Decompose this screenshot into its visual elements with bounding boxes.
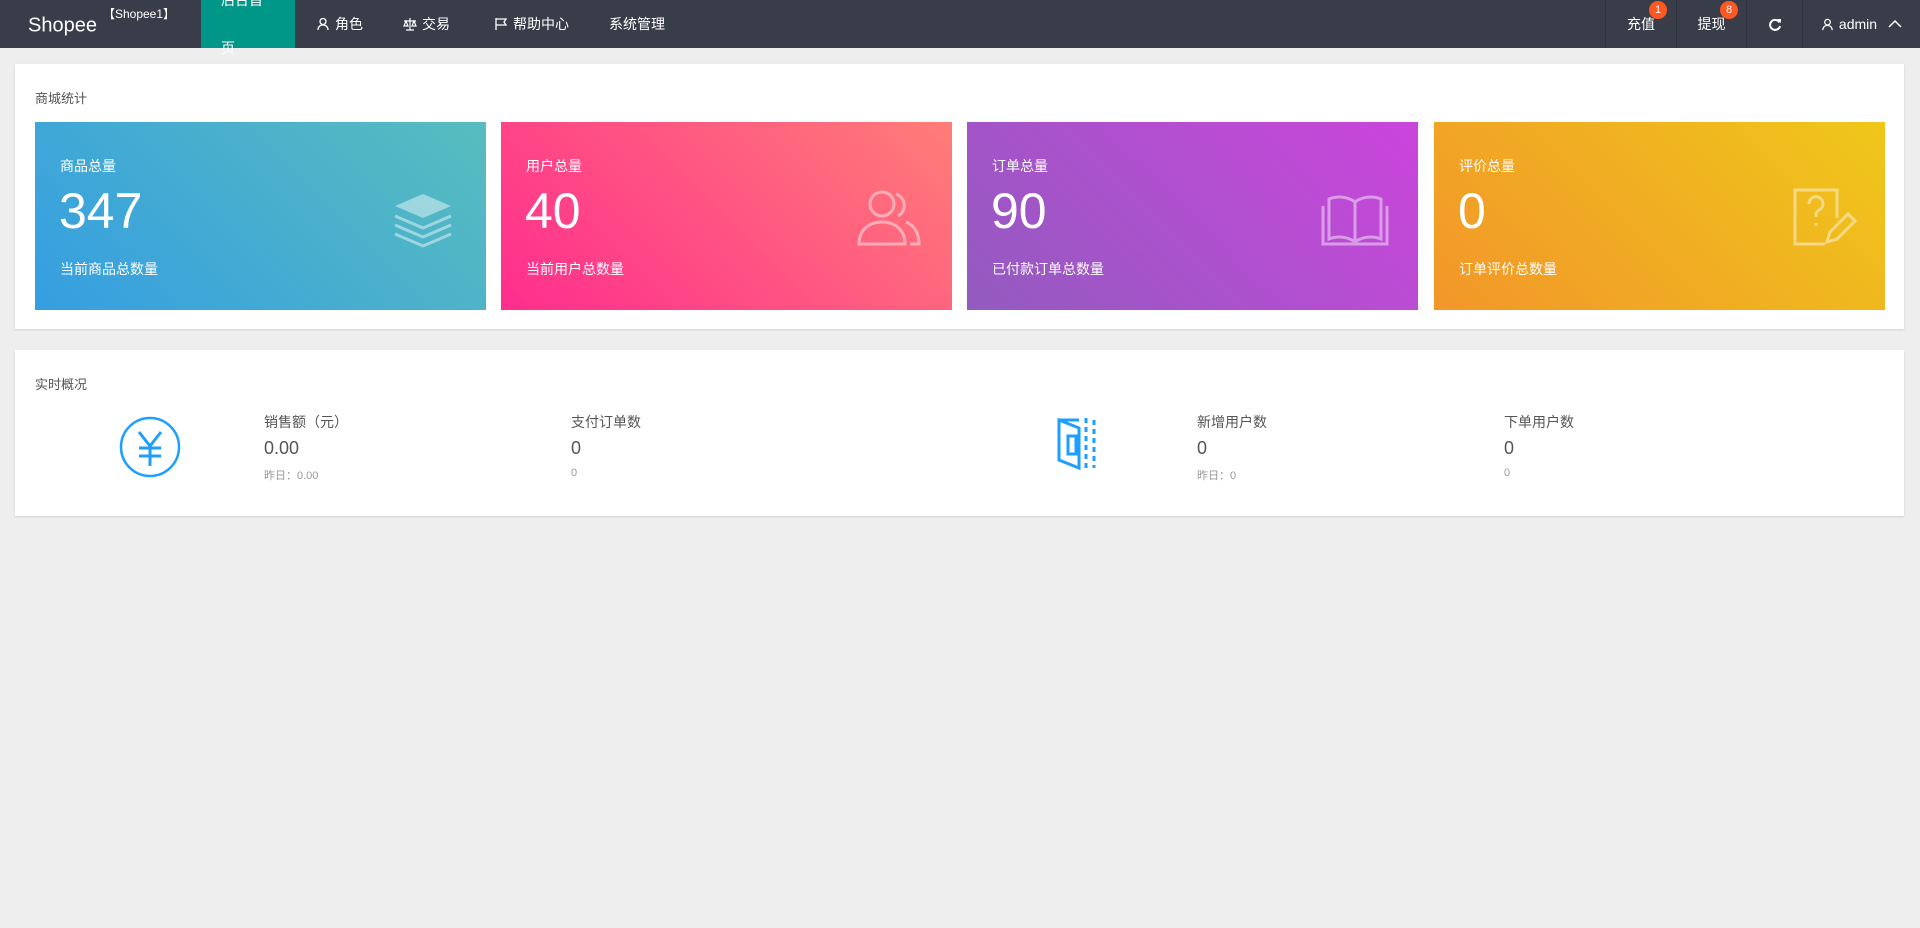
stat-box-products: 商品总量 347 当前商品总数量 [35,122,486,310]
nav-trade[interactable]: 交易 [383,0,470,48]
refresh-icon [1768,19,1781,32]
book-icon [1321,195,1389,246]
recharge-badge: 1 [1649,1,1667,19]
card-title: 实时概况 [35,377,88,392]
logo-tag: 【Shopee1】 [102,7,176,21]
stat-ordering-users: 下单用户数 0 0 [1504,414,1574,479]
user-icon [1822,18,1833,30]
stat-sales: 销售额（元） 0.00 昨日：0.00 [264,414,348,482]
nav-help[interactable]: 帮助中心 [474,0,589,48]
door-icon [1057,417,1096,471]
scale-icon [403,18,417,31]
mall-stats-card: 商城统计 商品总量 347 当前商品总数量 用户总量 40 当前用户总数量 订单总量 90… [15,64,1904,329]
flag-icon [495,18,508,30]
chevron-up-icon [1888,19,1902,28]
layers-icon [394,194,452,248]
card-title: 商城统计 [35,91,88,106]
stat-box-reviews: 评价总量 0 订单评价总数量 [1434,122,1885,310]
nav-home[interactable]: 后台首页 [201,0,295,56]
divider [1746,0,1747,48]
refresh-button[interactable] [1747,0,1802,48]
user-menu[interactable]: admin [1803,0,1920,48]
stat-paid-orders: 支付订单数 0 0 [571,414,641,479]
stat-box-orders: 订单总量 90 已付款订单总数量 [967,122,1418,310]
divider [1802,0,1803,48]
divider [1605,0,1606,48]
withdraw-badge: 8 [1720,1,1738,19]
top-header: Shopee【Shopee1】 后台首页 角色 交易 帮助中心 系统管理 充值 1… [0,0,1920,56]
users-icon [857,190,921,246]
realtime-card: 实时概况 销售额（元） 0.00 昨日：0.00 支付订单数 0 0 新增用户数 0 昨日：… [15,350,1904,516]
nav-roles[interactable]: 角色 [296,0,383,48]
recharge-button[interactable]: 充值 1 [1606,0,1676,48]
divider [1676,0,1677,48]
nav-system[interactable]: 系统管理 [609,16,665,32]
yen-icon [119,416,181,478]
withdraw-button[interactable]: 提现 8 [1677,0,1746,48]
logo[interactable]: Shopee【Shopee1】 [28,7,176,37]
user-icon [317,17,329,31]
question-edit-icon [1793,188,1857,246]
stat-box-users: 用户总量 40 当前用户总数量 [501,122,952,310]
stat-new-users: 新增用户数 0 昨日：0 [1197,414,1267,482]
